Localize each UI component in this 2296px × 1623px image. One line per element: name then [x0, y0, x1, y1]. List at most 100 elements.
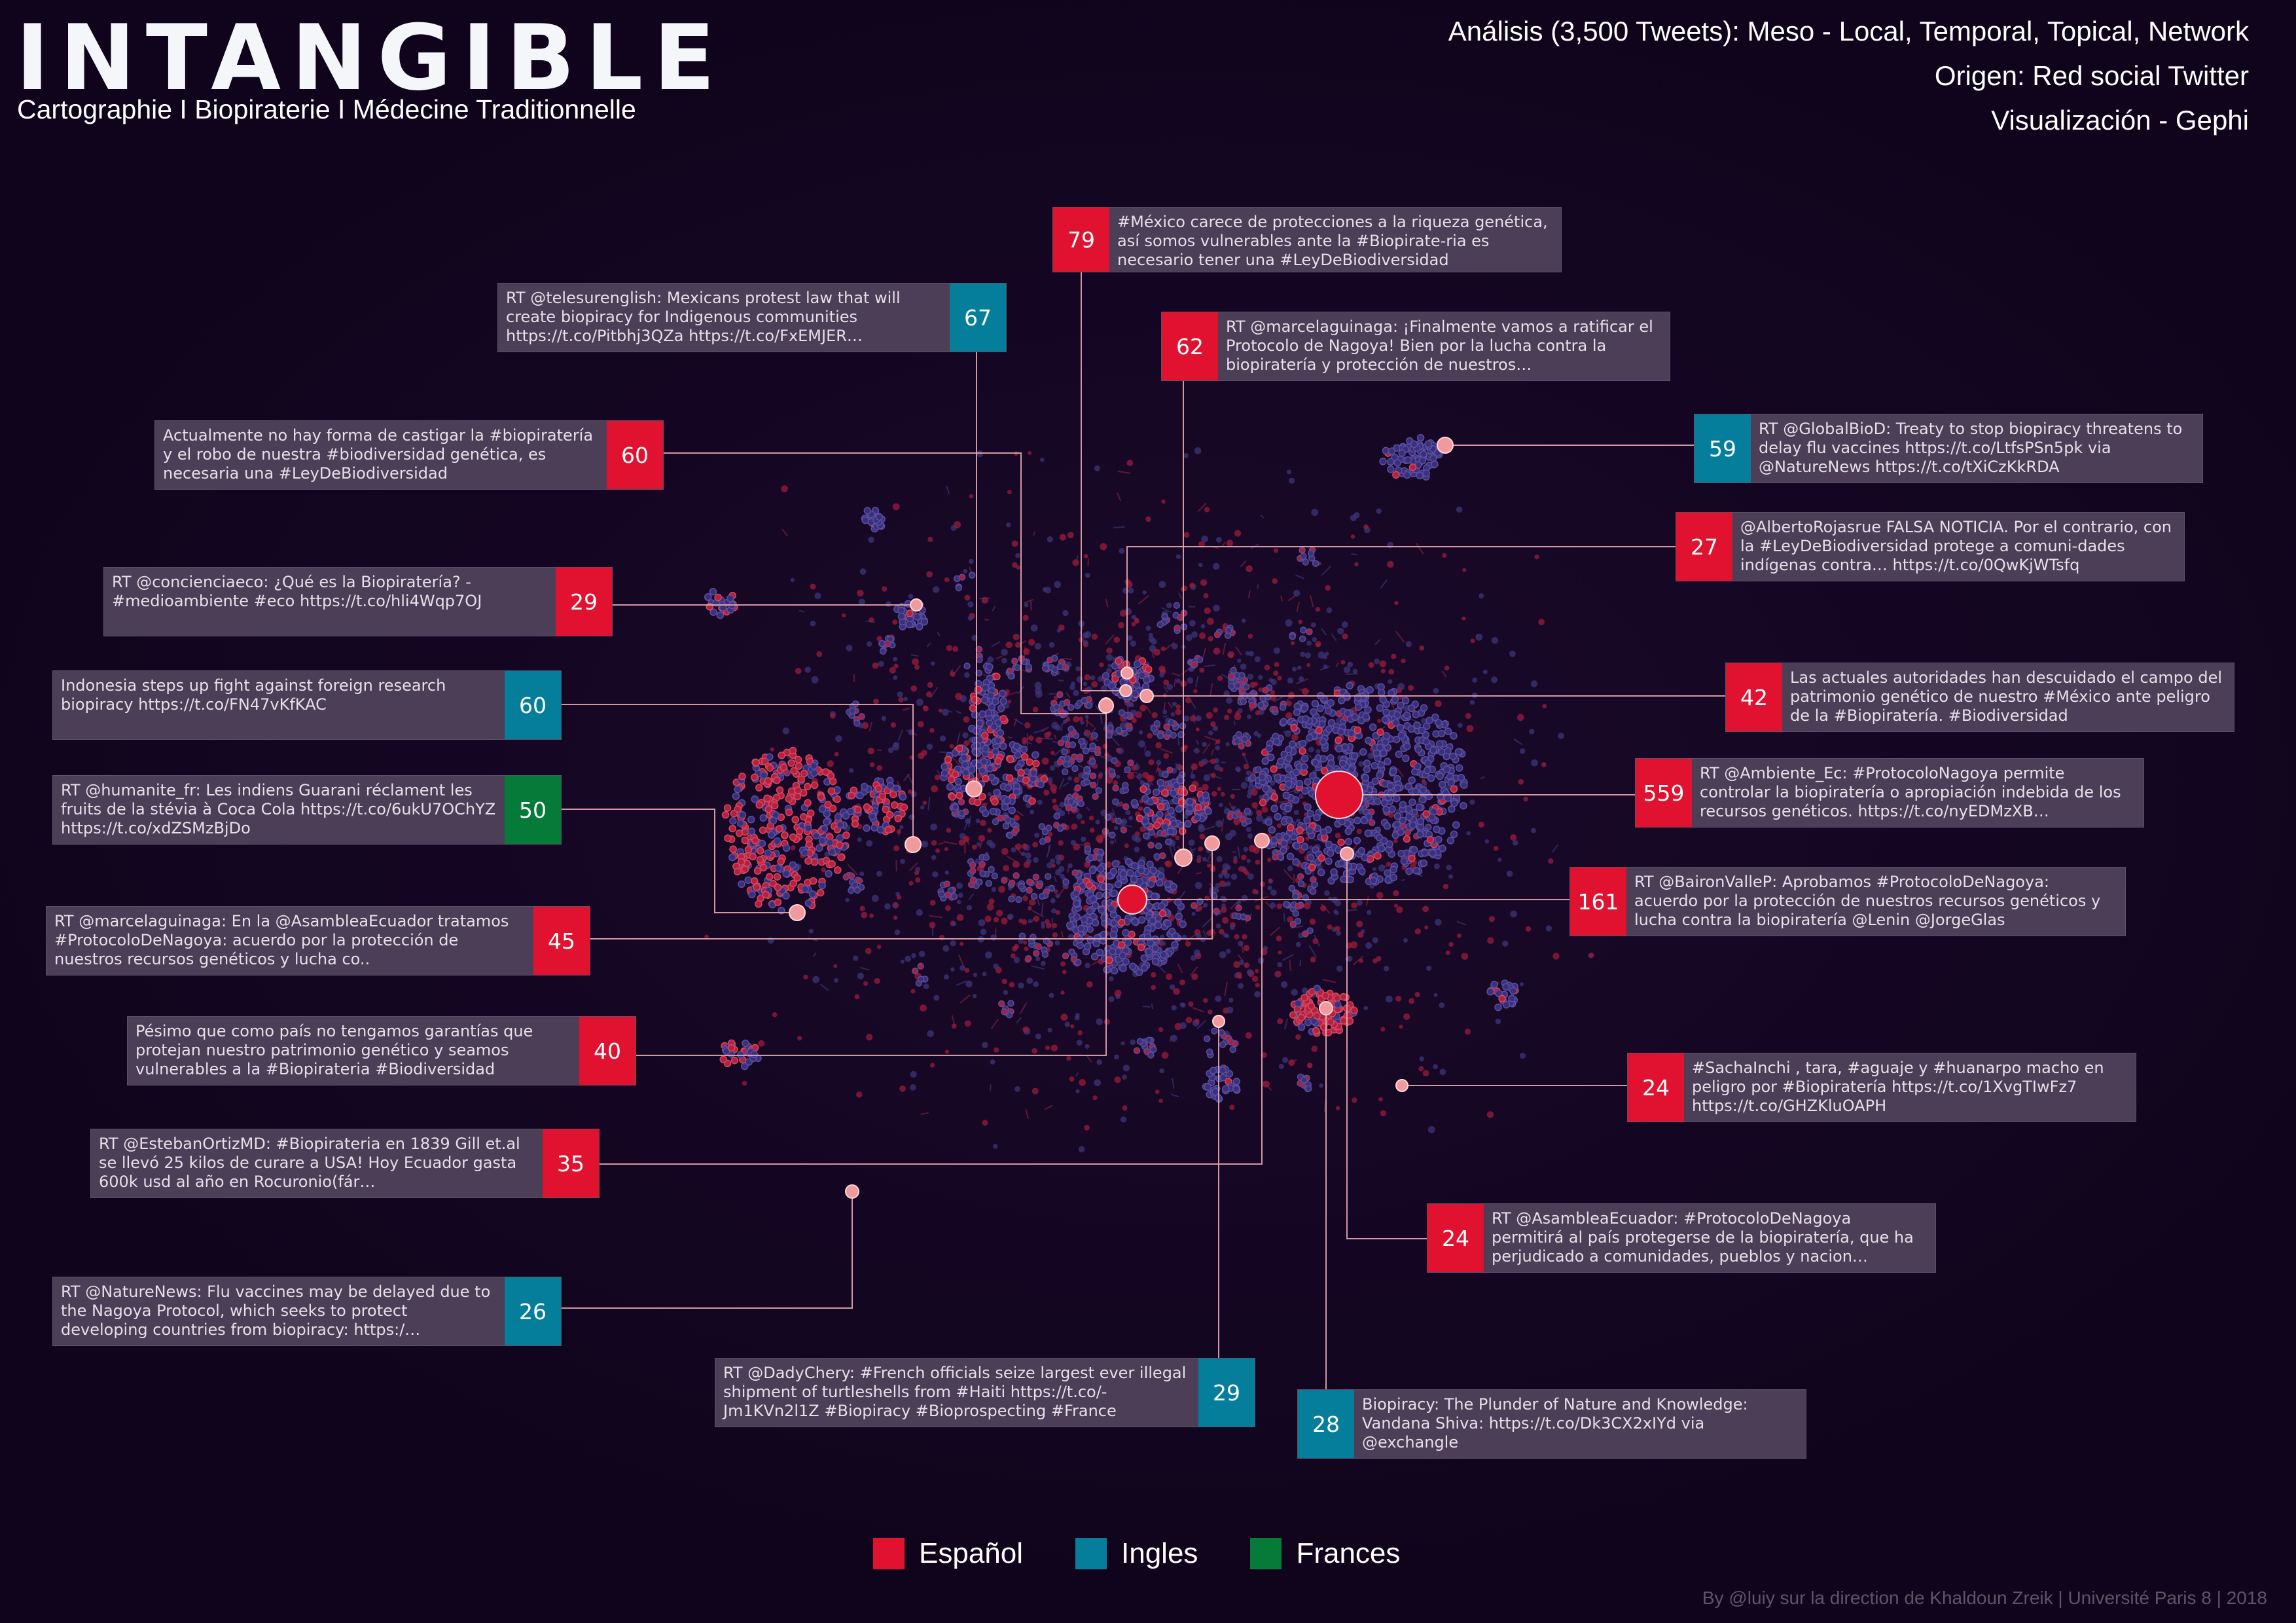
tweet-text: RT @AsambleaEcuador: #ProtocoloDeNagoya … — [1492, 1209, 1914, 1266]
tool-line: Visualización - Gephi — [1991, 105, 2249, 136]
leader-line — [560, 809, 797, 913]
tweet-label-50[interactable]: 50 RT @humanite_fr: Les indiens Guarani … — [52, 775, 562, 845]
tweet-node[interactable] — [1119, 684, 1132, 697]
network-nodes — [704, 434, 1594, 1153]
tweet-node[interactable] — [905, 836, 922, 853]
tweet-count: 50 — [505, 776, 561, 844]
tweet-count: 59 — [1695, 414, 1751, 483]
tweet-node[interactable] — [789, 904, 806, 921]
tweet-count: 29 — [556, 568, 612, 636]
source-line: Origen: Red social Twitter — [1934, 60, 2249, 91]
tweet-node[interactable] — [1117, 884, 1147, 915]
tweet-text: RT @NatureNews: Flu vaccines may be dela… — [61, 1283, 491, 1339]
tweet-label-35[interactable]: 35 RT @EstebanOrtizMD: #Biopirateria en … — [90, 1129, 600, 1198]
tweet-node[interactable] — [1121, 666, 1134, 680]
legend-swatch — [1075, 1538, 1107, 1569]
tweet-label-24b[interactable]: 24 RT @AsambleaEcuador: #ProtocoloDeNago… — [1427, 1203, 1936, 1273]
legend-item-english: Ingles — [1075, 1537, 1198, 1570]
tweet-label-29a[interactable]: 29 RT @concienciaeco: ¿Qué es la Biopira… — [103, 567, 613, 636]
tweet-count: 60 — [505, 671, 561, 739]
tweet-count: 26 — [505, 1277, 561, 1345]
tweet-node[interactable] — [1315, 771, 1363, 819]
tweet-label-29b[interactable]: 29 RT @DadyChery: #French officials seiz… — [715, 1358, 1255, 1427]
tweet-text: #SachaInchi , tara, #aguaje y #huanarpo … — [1692, 1059, 2104, 1115]
legend-label: Frances — [1296, 1537, 1401, 1569]
leader-line — [1346, 854, 1427, 1239]
leader-line — [560, 1192, 853, 1309]
analysis-info: Análisis (3,500 Tweets): Meso - Local, T… — [1448, 9, 2249, 143]
tweet-node[interactable] — [1319, 1001, 1333, 1015]
leader-line — [1126, 546, 1676, 673]
tweet-text: RT @Ambiente_Ec: #ProtocoloNagoya permit… — [1700, 764, 2121, 820]
tweet-count: 28 — [1298, 1390, 1354, 1458]
tweet-node[interactable] — [1340, 847, 1354, 861]
tweet-label-60b[interactable]: 60 Indonesia steps up fight against fore… — [52, 670, 562, 740]
tweet-text: RT @concienciaeco: ¿Qué es la Biopirater… — [112, 573, 482, 610]
tweet-label-559[interactable]: 559 RT @Ambiente_Ec: #ProtocoloNagoya pe… — [1635, 758, 2144, 828]
tweet-text: RT @BaironValleP: Aprobamos #ProtocoloDe… — [1634, 873, 2101, 929]
language-legend: Español Ingles Frances — [873, 1537, 1400, 1570]
tweet-label-161[interactable]: 161 RT @BaironValleP: Aprobamos #Protoco… — [1570, 867, 2126, 936]
tweet-count: 45 — [533, 907, 590, 975]
credit-line: By @luiy sur la direction de Khaldoun Zr… — [1702, 1588, 2267, 1608]
legend-item-french: Frances — [1250, 1537, 1400, 1570]
leader-line — [1081, 240, 1126, 691]
leader-line — [589, 843, 1213, 939]
analysis-line: Análisis (3,500 Tweets): Meso - Local, T… — [1448, 16, 2249, 46]
tweet-count: 42 — [1726, 663, 1782, 731]
tweet-node[interactable] — [1395, 1079, 1408, 1092]
tweet-label-59[interactable]: 59 RT @GlobalBioD: Treaty to stop biopir… — [1694, 414, 2203, 483]
tweet-label-26[interactable]: 26 RT @NatureNews: Flu vaccines may be d… — [52, 1277, 562, 1346]
leader-line — [598, 841, 1263, 1165]
tweet-label-42[interactable]: 42 Las actuales autoridades han descuida… — [1725, 663, 2234, 732]
tweet-label-28[interactable]: 28 Biopiracy: The Plunder of Nature and … — [1297, 1389, 1806, 1459]
tweet-text: RT @telesurenglish: Mexicans protest law… — [506, 289, 901, 345]
tweet-count: 559 — [1636, 759, 1692, 827]
tweet-node[interactable] — [1212, 1015, 1225, 1028]
leader-line — [662, 452, 1106, 714]
tweet-label-27[interactable]: 27 @AlbertoRojasrue FALSA NOTICIA. Por e… — [1676, 512, 2185, 581]
tweet-count: 62 — [1162, 312, 1218, 380]
tweet-count: 67 — [950, 283, 1006, 352]
tweet-label-24a[interactable]: 24 #SachaInchi , tara, #aguaje y #huanar… — [1627, 1053, 2136, 1122]
tweet-node[interactable] — [1139, 689, 1154, 703]
legend-label: Español — [919, 1537, 1024, 1569]
app-title: INTANGIBLE — [16, 5, 726, 111]
tweet-node[interactable] — [910, 598, 923, 611]
tweet-label-40[interactable]: 40 Pésimo que como país no tengamos gara… — [127, 1016, 636, 1085]
tweet-text: RT @EstebanOrtizMD: #Biopirateria en 183… — [99, 1135, 520, 1191]
tweet-label-67[interactable]: 67 RT @telesurenglish: Mexicans protest … — [497, 283, 1007, 352]
tweet-node[interactable] — [965, 780, 982, 797]
tweet-count: 24 — [1427, 1204, 1484, 1272]
tweet-text: RT @marcelaguinaga: ¡Finalmente vamos a … — [1226, 318, 1653, 374]
tweet-count: 35 — [543, 1129, 599, 1197]
tweet-text: Pésimo que como país no tengamos garantí… — [135, 1022, 533, 1078]
tweet-text: Indonesia steps up fight against foreign… — [61, 676, 446, 714]
tweet-node[interactable] — [1174, 848, 1193, 867]
tweet-text: Biopiracy: The Plunder of Nature and Kno… — [1362, 1395, 1748, 1451]
tweet-count: 60 — [607, 421, 663, 489]
tweet-node[interactable] — [1254, 833, 1270, 848]
tweet-label-62[interactable]: 62 RT @marcelaguinaga: ¡Finalmente vamos… — [1161, 312, 1670, 381]
tweet-count: 29 — [1198, 1359, 1255, 1427]
tweet-count: 161 — [1570, 867, 1626, 936]
tweet-count: 27 — [1676, 513, 1732, 581]
tweet-node[interactable] — [1437, 437, 1454, 454]
tweet-node[interactable] — [845, 1184, 859, 1199]
tweet-text: @AlbertoRojasrue FALSA NOTICIA. Por el c… — [1740, 518, 2172, 574]
leader-line — [560, 704, 914, 845]
leader-line — [635, 706, 1107, 1056]
tweet-label-45[interactable]: 45 RT @marcelaguinaga: En la @AsambleaEc… — [46, 906, 590, 976]
tweet-label-60a[interactable]: 60 Actualmente no hay forma de castigar … — [154, 420, 664, 490]
tweet-text: RT @GlobalBioD: Treaty to stop biopiracy… — [1759, 420, 2183, 476]
tweet-text: RT @marcelaguinaga: En la @AsambleaEcuad… — [54, 912, 509, 968]
tweet-text: RT @DadyChery: #French officials seize l… — [723, 1364, 1187, 1420]
subtitle: Cartographie I Biopiraterie I Médecine T… — [17, 94, 636, 124]
tweet-node[interactable] — [1098, 698, 1114, 714]
tweet-count: 79 — [1053, 208, 1109, 272]
tweet-label-79[interactable]: 79 #México carece de protecciones a la r… — [1052, 207, 1562, 272]
leader-lines — [560, 240, 1725, 1389]
tweet-node[interactable] — [1204, 835, 1220, 851]
tweet-text: RT @humanite_fr: Les indiens Guarani réc… — [61, 781, 496, 837]
